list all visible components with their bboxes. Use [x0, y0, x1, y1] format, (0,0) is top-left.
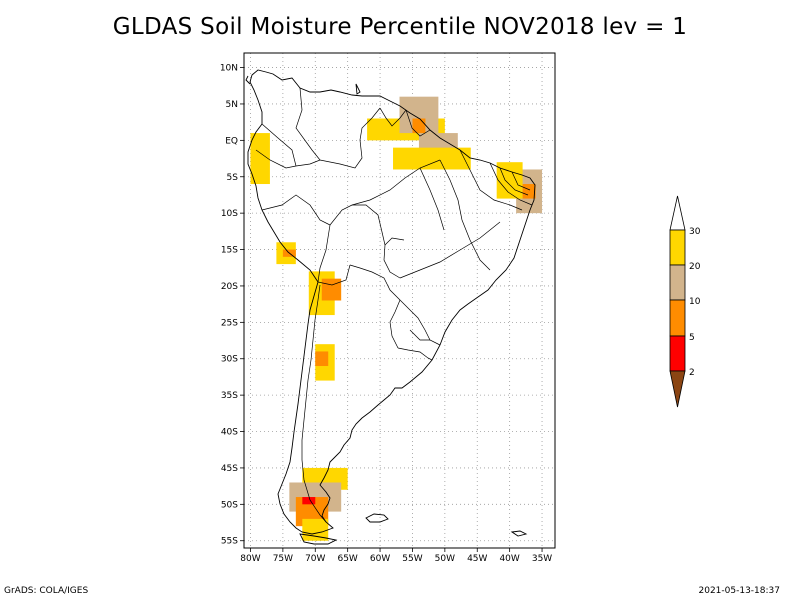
lon-label-3: 65W — [337, 554, 357, 564]
percentile-region-4 — [393, 147, 471, 170]
map-frame — [243, 52, 556, 549]
lat-label-6: 20S — [221, 282, 238, 292]
graticule — [244, 53, 555, 548]
percentile-region-19 — [302, 497, 316, 505]
lon-label-9: 35W — [532, 554, 552, 564]
legend-arrow-bottom — [669, 370, 686, 408]
percentile-region-9 — [250, 133, 270, 185]
percentile-region-13 — [321, 278, 342, 301]
lat-label-0: 10N — [220, 64, 238, 74]
legend-swatch-5-10 — [669, 299, 686, 337]
lon-label-5: 55W — [402, 554, 422, 564]
legend-label-5: 5 — [689, 333, 695, 343]
legend-label-10: 10 — [689, 297, 701, 307]
lon-label-0: 80W — [240, 554, 260, 564]
lon-label-7: 45W — [467, 554, 487, 564]
lon-label-8: 40W — [499, 554, 519, 564]
lat-label-2: EQ — [225, 136, 238, 146]
timestamp: 2021-05-13-18:37 — [698, 586, 781, 596]
lon-label-4: 60W — [370, 554, 390, 564]
legend-swatch-2-5 — [669, 335, 686, 372]
lat-label-11: 45S — [221, 464, 238, 474]
percentile-region-7 — [522, 184, 536, 199]
lat-label-12: 50S — [221, 500, 238, 510]
country-borders — [255, 87, 533, 523]
percentile-region-15 — [315, 351, 329, 367]
lon-label-2: 70W — [305, 554, 325, 564]
lat-label-9: 35S — [221, 391, 238, 401]
color-bar-legend: 30 20 10 5 2 — [669, 195, 701, 408]
legend-label-2: 2 — [689, 368, 695, 378]
legend-swatch-10-20 — [669, 264, 686, 301]
legend-label-20: 20 — [689, 262, 701, 272]
legend-swatch-20-30 — [669, 229, 686, 266]
latitude-tick-labels: 10N 5N EQ 5S 10S 15S 20S 25S 30S 35S 40S 45S 50S 55S — [220, 64, 244, 547]
lon-label-1: 75W — [273, 554, 293, 564]
lat-label-13: 55S — [221, 537, 238, 547]
lon-label-6: 50W — [435, 554, 455, 564]
lat-label-8: 30S — [221, 355, 238, 365]
lat-label-4: 10S — [221, 209, 238, 219]
percentile-fill — [250, 96, 543, 541]
lat-label-1: 5N — [226, 100, 238, 110]
legend-arrow-top — [669, 195, 686, 231]
lat-label-5: 15S — [221, 246, 238, 256]
lat-label-10: 40S — [221, 428, 238, 438]
legend-label-30: 30 — [689, 227, 701, 237]
grads-credit: GrADS: COLA/IGES — [4, 586, 89, 596]
percentile-region-3 — [412, 118, 426, 134]
map-title: GLDAS Soil Moisture Percentile NOV2018 l… — [112, 14, 688, 40]
lat-label-7: 25S — [221, 318, 238, 328]
longitude-tick-labels: 80W 75W 70W 65W 60W 55W 50W 45W 40W 35W — [240, 548, 552, 564]
lat-label-3: 5S — [227, 173, 239, 183]
